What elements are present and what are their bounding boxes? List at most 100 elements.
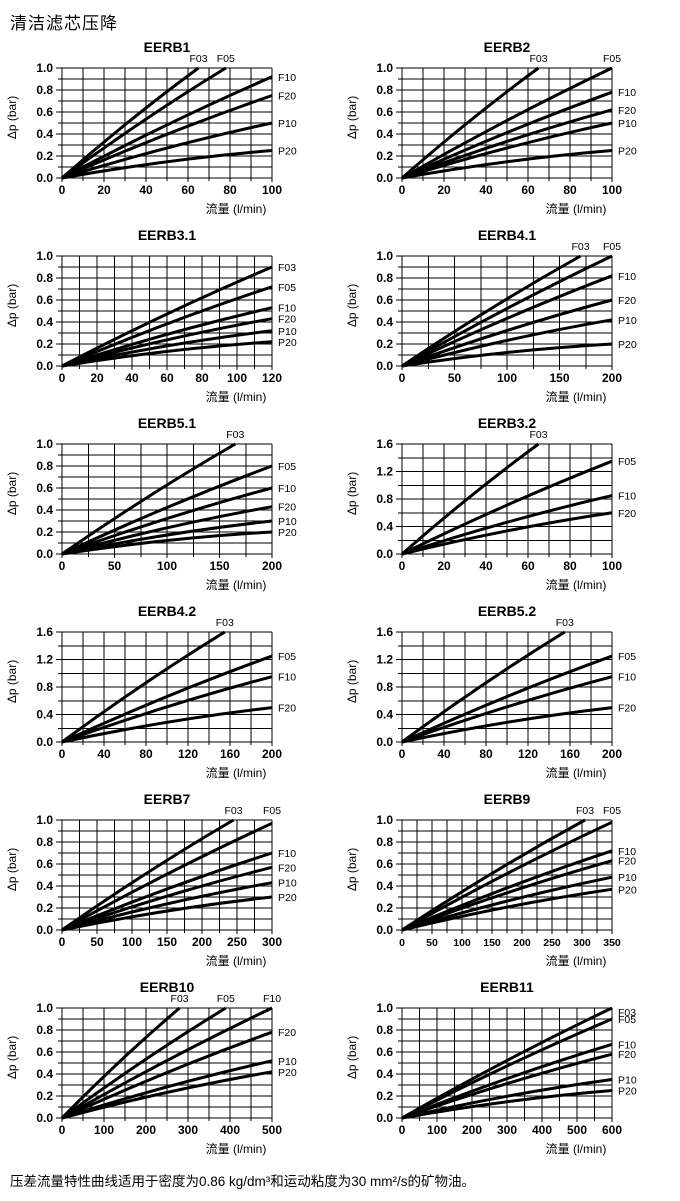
y-tick-label: 0.6: [376, 857, 393, 871]
curve-f05: [61, 464, 273, 556]
y-tick-label: 0.8: [376, 83, 393, 97]
curve-p20: [61, 895, 273, 932]
x-tick-label: 0: [59, 1123, 66, 1137]
x-tick-label: 0: [59, 183, 66, 197]
curve-label-f10: F10: [618, 491, 636, 503]
y-tick-label: 0.8: [376, 680, 393, 694]
x-tick-label: 0: [399, 1123, 406, 1137]
x-tick-label: 50: [90, 935, 104, 949]
curve-label-p10: P10: [278, 1056, 297, 1068]
chart-canvas: EERB9 0 50 100 150 200 250 300 350 0.0 0.2 0.4 0.6 0.…: [345, 791, 637, 968]
curve-label-f03: F03: [529, 53, 547, 65]
curve-label-f20: F20: [618, 508, 636, 520]
curve-label-p20: P20: [278, 337, 297, 349]
curve-label-f05: F05: [263, 805, 281, 817]
x-tick-label: 200: [262, 747, 282, 761]
chart-canvas: EERB7 0 50 100 150 200 250 300 0.0 0.2 0.4 0.6 0.8 1.…: [5, 791, 297, 968]
curve-label-p10: P10: [618, 118, 637, 130]
curve-label-p10: P10: [278, 878, 297, 890]
curve-f03: [61, 442, 236, 556]
curve-f20: [61, 505, 273, 556]
x-tick-label: 200: [602, 747, 622, 761]
x-tick-label: 200: [192, 935, 212, 949]
curve-label-p20: P20: [278, 146, 297, 158]
x-tick-label: 80: [223, 183, 237, 197]
curve-p20: [61, 149, 273, 180]
x-tick-label: 40: [437, 747, 451, 761]
x-tick-label: 150: [549, 371, 569, 385]
curve-label-p20: P20: [278, 892, 297, 904]
chart-title: EERB9: [484, 791, 531, 807]
curve-f03: [401, 442, 540, 556]
x-tick-label: 150: [157, 935, 177, 949]
curve-label-f05: F05: [217, 53, 235, 65]
curve-label-f20: F20: [618, 105, 636, 117]
chart-title: EERB4.2: [138, 603, 197, 619]
x-axis-label: 流量 (l/min): [206, 766, 267, 780]
y-tick-label: 0.4: [376, 315, 393, 329]
chart-canvas: EERB10 0 100 200 300 400 500 0.0 0.2 0.4 0.6 0.8 1.0…: [5, 979, 297, 1156]
y-tick-label: 1.0: [36, 813, 53, 827]
curve-f10: [401, 494, 613, 556]
y-tick-label: 1.6: [376, 437, 393, 451]
x-tick-label: 100: [602, 559, 622, 573]
curve-label-f03: F03: [171, 993, 189, 1005]
curve-label-f05: F05: [603, 805, 621, 817]
y-axis-label: Δp (bar): [5, 660, 19, 703]
x-tick-label: 40: [97, 747, 111, 761]
curve-f20: [61, 706, 273, 744]
x-axis-label: 流量 (l/min): [206, 578, 267, 592]
curve-label-f05: F05: [278, 651, 296, 663]
curve-label-f10: F10: [278, 483, 296, 495]
x-tick-label: 100: [94, 1123, 114, 1137]
grid-lines: [56, 67, 273, 182]
curve-f10: [61, 75, 273, 180]
y-axis-label: Δp (bar): [345, 472, 359, 515]
curve-label-f03: F03: [189, 53, 207, 65]
y-axis-label: Δp (bar): [345, 284, 359, 327]
y-tick-label: 0.8: [376, 271, 393, 285]
curve-f20: [401, 1052, 613, 1120]
y-tick-label: 1.0: [376, 61, 393, 75]
curve-f03: [401, 66, 540, 180]
curve-label-f10: F10: [618, 672, 636, 684]
x-tick-label: 0: [399, 371, 406, 385]
curve-f05: [401, 820, 613, 932]
x-tick-label: 40: [479, 559, 493, 573]
chart-title: EERB3.2: [478, 415, 537, 431]
curve-label-f03: F03: [618, 1007, 636, 1019]
chart-title: EERB11: [480, 979, 534, 995]
curve-f03: [61, 818, 235, 932]
chart-canvas: EERB3.1 0 20 40 60 80 100 120 0.0 0.2 0.4 0.6 0.8 1.0…: [5, 227, 297, 404]
x-tick-label: 200: [513, 937, 531, 949]
curve-label-f05: F05: [278, 461, 296, 473]
grid-lines: [396, 67, 613, 182]
x-tick-label: 500: [262, 1123, 282, 1137]
curve-label-f05: F05: [278, 282, 296, 294]
curve-label-f20: F20: [278, 314, 296, 326]
x-axis-label: 流量 (l/min): [206, 202, 267, 216]
curve-p10: [401, 121, 613, 180]
curve-label-f20: F20: [618, 295, 636, 307]
curve-f10: [61, 486, 273, 556]
y-tick-label: 0.4: [376, 520, 393, 534]
chart-title: EERB2: [484, 39, 531, 55]
x-tick-label: 20: [90, 371, 104, 385]
chart-eerb4-2: EERB4.2 0 40 80 120 160 200 0.0 0.4 0.8 1.2 1.6 Δp (…: [0, 600, 340, 788]
x-tick-label: 60: [521, 559, 535, 573]
y-tick-label: 0.0: [376, 547, 393, 561]
x-axis-label: 流量 (l/min): [206, 390, 267, 404]
x-tick-label: 20: [97, 183, 111, 197]
y-tick-label: 0.4: [36, 708, 53, 722]
x-tick-label: 100: [427, 1123, 447, 1137]
x-tick-label: 40: [125, 371, 139, 385]
x-tick-label: 100: [497, 371, 517, 385]
curve-f10: [401, 675, 613, 744]
chart-title: EERB7: [144, 791, 191, 807]
x-tick-label: 50: [448, 371, 462, 385]
y-tick-label: 0.2: [36, 525, 53, 539]
y-tick-label: 0.2: [36, 1089, 53, 1103]
curve-label-p20: P20: [278, 1067, 297, 1079]
curve-f05: [61, 654, 273, 744]
y-tick-label: 0.0: [36, 735, 53, 749]
